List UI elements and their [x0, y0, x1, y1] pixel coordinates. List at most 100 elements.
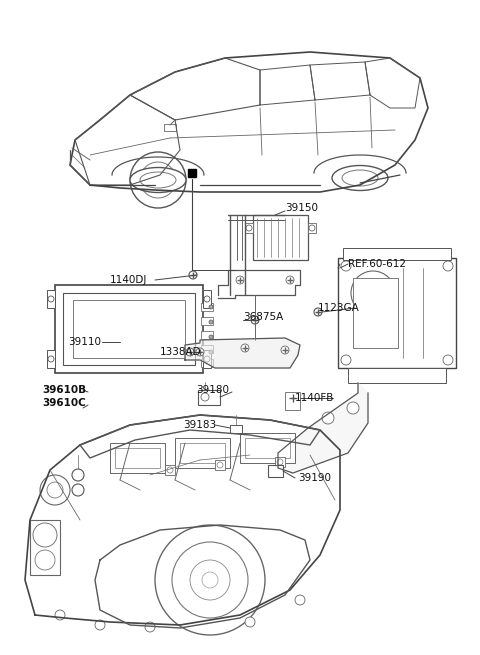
- Circle shape: [277, 459, 283, 465]
- Circle shape: [361, 281, 385, 305]
- Bar: [245, 223, 253, 233]
- Circle shape: [140, 162, 176, 198]
- Bar: [30, 520, 60, 575]
- Circle shape: [443, 261, 453, 271]
- Bar: [338, 258, 456, 368]
- Bar: [115, 448, 160, 468]
- Circle shape: [130, 152, 186, 208]
- Circle shape: [155, 525, 265, 635]
- Text: 39180: 39180: [196, 385, 229, 395]
- Circle shape: [209, 350, 213, 354]
- Circle shape: [202, 572, 218, 588]
- Bar: [343, 248, 451, 260]
- Bar: [348, 368, 446, 383]
- Circle shape: [189, 271, 197, 279]
- Circle shape: [351, 271, 395, 315]
- Circle shape: [201, 393, 209, 401]
- Circle shape: [288, 393, 298, 403]
- Text: 39110: 39110: [68, 337, 101, 347]
- Bar: [175, 438, 230, 468]
- Text: 39610C: 39610C: [42, 398, 86, 408]
- Text: 36875A: 36875A: [243, 312, 283, 322]
- Bar: [245, 438, 290, 458]
- Circle shape: [251, 316, 259, 324]
- Circle shape: [35, 550, 55, 570]
- Bar: [240, 433, 295, 463]
- Bar: [73, 300, 185, 358]
- Text: REF.60-612: REF.60-612: [348, 259, 406, 269]
- Text: 1140DJ: 1140DJ: [110, 275, 147, 285]
- Bar: [55, 285, 203, 373]
- Text: 39190: 39190: [298, 473, 331, 483]
- Text: 39183: 39183: [183, 420, 216, 430]
- Circle shape: [55, 610, 65, 620]
- Text: 39610B: 39610B: [42, 385, 86, 395]
- Circle shape: [48, 296, 54, 302]
- Bar: [201, 317, 213, 325]
- Bar: [275, 457, 285, 467]
- Circle shape: [217, 462, 223, 468]
- Circle shape: [209, 335, 213, 339]
- Circle shape: [309, 225, 315, 231]
- Ellipse shape: [342, 170, 378, 186]
- Circle shape: [314, 308, 322, 316]
- Circle shape: [190, 560, 230, 600]
- Circle shape: [286, 276, 294, 284]
- Circle shape: [204, 356, 210, 362]
- Ellipse shape: [140, 172, 176, 188]
- Circle shape: [209, 305, 213, 309]
- Text: 1123GA: 1123GA: [318, 303, 360, 313]
- Circle shape: [241, 344, 249, 352]
- Ellipse shape: [332, 166, 388, 191]
- Circle shape: [186, 348, 194, 356]
- Bar: [353, 278, 398, 348]
- Circle shape: [40, 475, 70, 505]
- Bar: [47, 350, 55, 368]
- Bar: [110, 443, 165, 473]
- Circle shape: [209, 320, 213, 324]
- Circle shape: [295, 595, 305, 605]
- Circle shape: [322, 412, 334, 424]
- Bar: [47, 290, 55, 308]
- Circle shape: [196, 348, 204, 356]
- Polygon shape: [278, 383, 368, 473]
- Circle shape: [72, 469, 84, 481]
- Bar: [203, 290, 211, 308]
- Bar: [180, 443, 225, 463]
- Circle shape: [341, 355, 351, 365]
- Circle shape: [72, 484, 84, 496]
- Circle shape: [236, 276, 244, 284]
- Bar: [253, 215, 308, 260]
- Circle shape: [281, 346, 289, 354]
- Circle shape: [246, 225, 252, 231]
- Circle shape: [95, 620, 105, 630]
- Bar: [285, 392, 300, 410]
- Text: 1140FB: 1140FB: [295, 393, 335, 403]
- Circle shape: [33, 523, 57, 547]
- Ellipse shape: [130, 168, 186, 193]
- Bar: [230, 425, 242, 433]
- Bar: [164, 124, 176, 131]
- Text: 1338AD: 1338AD: [160, 347, 202, 357]
- Circle shape: [204, 296, 210, 302]
- Bar: [308, 223, 316, 233]
- Bar: [201, 345, 213, 353]
- Bar: [165, 465, 175, 475]
- Bar: [63, 293, 195, 365]
- Circle shape: [172, 542, 248, 618]
- Bar: [201, 331, 213, 339]
- Circle shape: [347, 402, 359, 414]
- Circle shape: [443, 355, 453, 365]
- Polygon shape: [185, 338, 300, 368]
- Circle shape: [150, 172, 166, 188]
- Bar: [268, 465, 283, 477]
- Circle shape: [245, 617, 255, 627]
- Bar: [201, 303, 213, 311]
- Bar: [215, 460, 225, 470]
- Circle shape: [48, 356, 54, 362]
- Circle shape: [341, 261, 351, 271]
- Bar: [198, 390, 220, 405]
- Circle shape: [145, 622, 155, 632]
- Text: 39150: 39150: [285, 203, 318, 213]
- Circle shape: [47, 482, 63, 498]
